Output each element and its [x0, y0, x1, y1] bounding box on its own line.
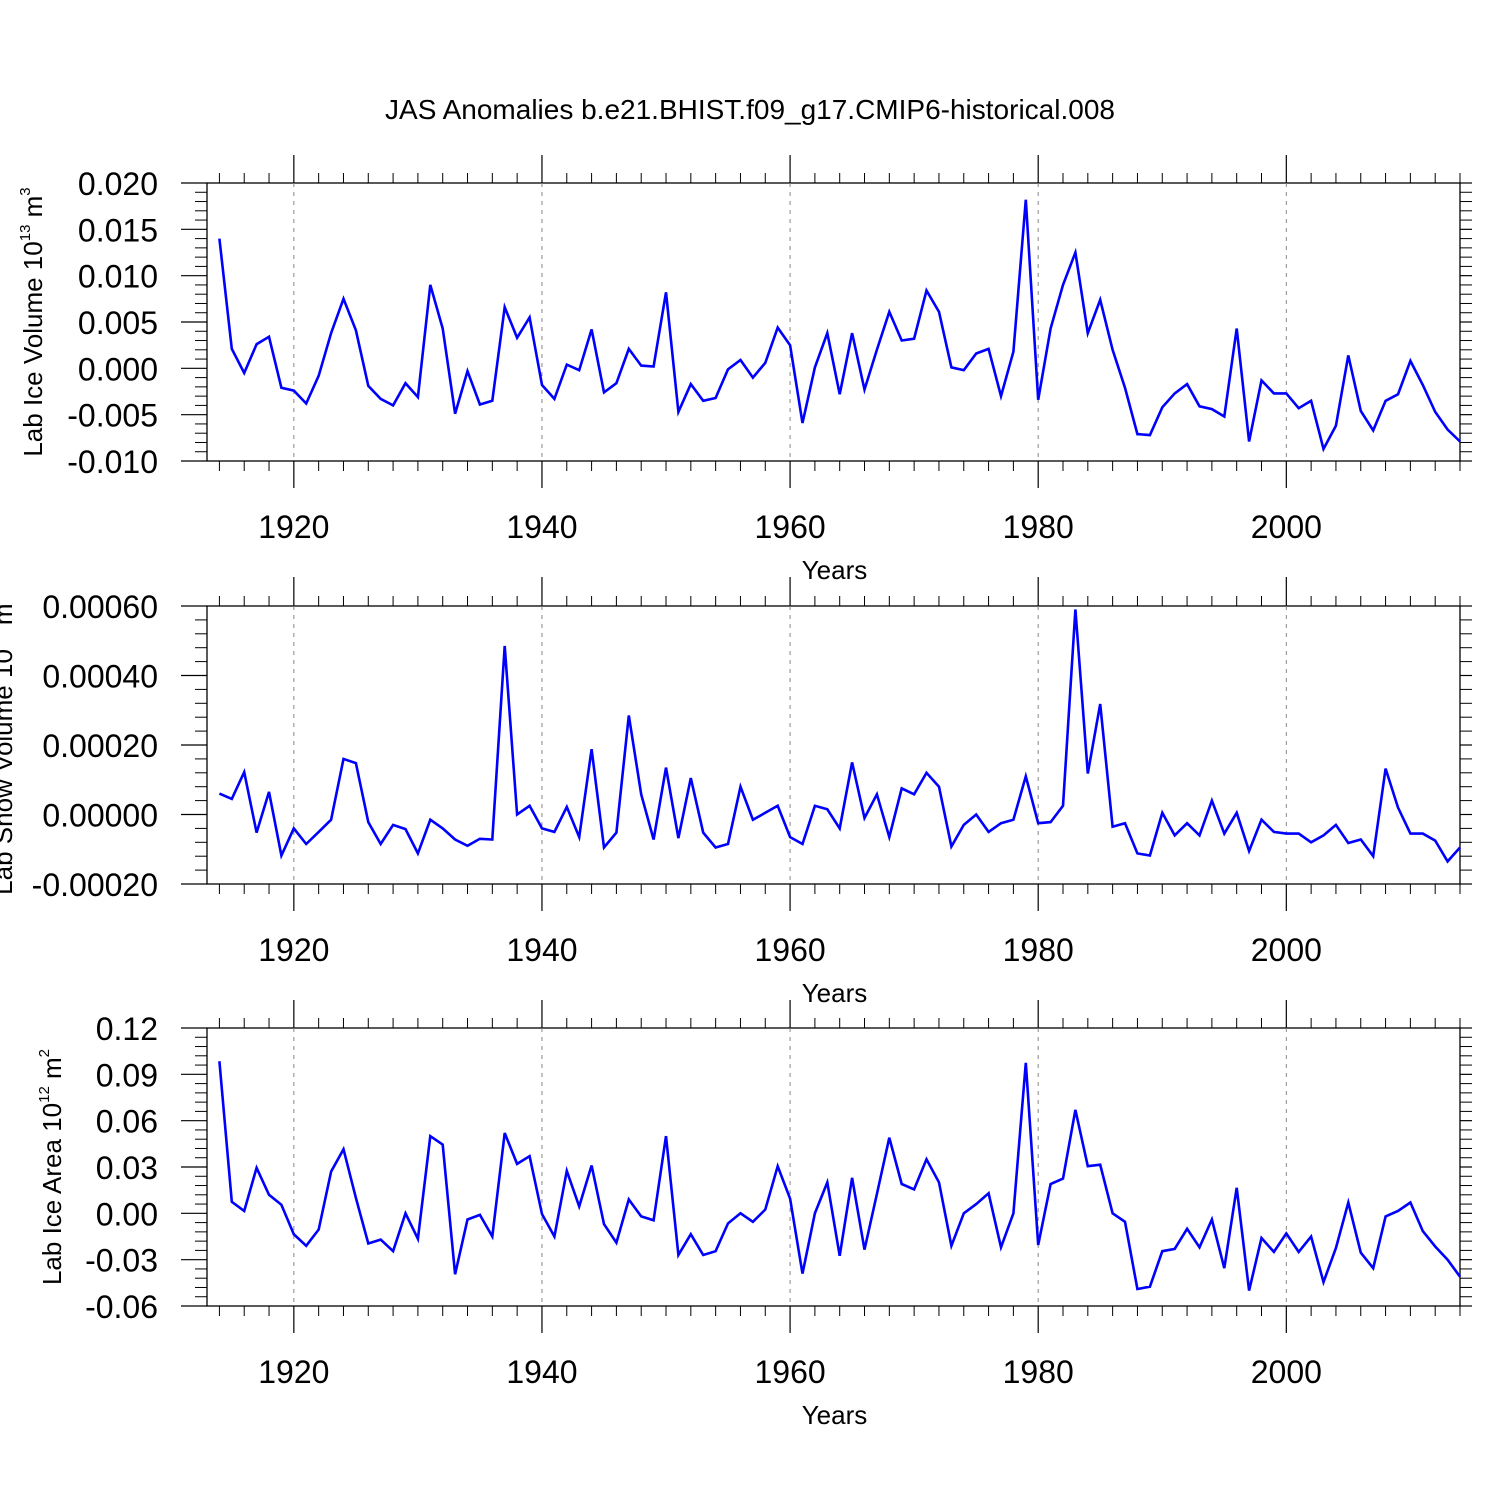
y-axis-title-unit-exponent: 2	[36, 1049, 53, 1057]
y-axis-title: Lab Ice Volume 1013 m3	[17, 187, 48, 456]
y-tick-label: 0.06	[96, 1104, 158, 1140]
y-axis-title: Lab Ice Area 1012 m2	[36, 1049, 67, 1285]
y-tick-label: 0.09	[96, 1057, 158, 1093]
x-tick-label: 2000	[1251, 1354, 1322, 1390]
y-axis-title-exponent: 12	[36, 1086, 53, 1103]
y-axis-title-main: Lab Ice Area 10	[37, 1103, 67, 1285]
x-tick-label: 1980	[1003, 509, 1074, 545]
y-tick-label: -0.00020	[32, 867, 158, 903]
y-tick-label: 0.00020	[42, 728, 158, 764]
y-tick-label: 0.005	[78, 305, 158, 341]
series-line	[218, 199, 1461, 453]
y-axis-title-unit-exponent: 3	[17, 187, 34, 195]
y-tick-label: -0.03	[85, 1243, 158, 1279]
panels: 1920 1940 1960 1980 2000 Years 0.020 0.015 0.010…	[0, 155, 1472, 1430]
y-tick-label: 0.03	[96, 1150, 158, 1186]
x-tick-label: 1940	[506, 932, 577, 968]
x-tick-label: 1920	[258, 509, 329, 545]
series-line	[218, 609, 1461, 864]
x-tick-label: 2000	[1251, 509, 1322, 545]
x-axis-title: Years	[802, 978, 868, 1008]
y-axis-title-exponent: 13	[0, 632, 4, 649]
x-tick-label: 1960	[754, 509, 825, 545]
x-tick-label: 1940	[506, 509, 577, 545]
y-axis-title: Lab Snow Volume 1013 m3	[0, 595, 18, 895]
y-tick-label: 0.015	[78, 212, 158, 248]
x-tick-label: 1980	[1003, 1354, 1074, 1390]
series-line	[218, 1061, 1462, 1291]
panel-2: 1920 1940 1960 1980 2000 Years 0.00060 0.00040 0…	[0, 577, 1472, 1008]
y-axis-title-main: Lab Snow Volume 10	[0, 649, 18, 895]
x-tick-label: 1940	[506, 1354, 577, 1390]
y-axis-title-exponent: 13	[17, 225, 34, 242]
x-tick-label: 1920	[258, 1354, 329, 1390]
y-tick-label: -0.005	[67, 398, 158, 434]
x-tick-label: 1980	[1003, 932, 1074, 968]
x-tick-label: 1960	[754, 1354, 825, 1390]
y-tick-label: 0.010	[78, 259, 158, 295]
y-axis-title-unit: m	[18, 196, 48, 225]
panel-1: 1920 1940 1960 1980 2000 Years 0.020 0.015 0.010…	[17, 155, 1472, 585]
y-axis-title-unit: m	[0, 604, 18, 633]
x-tick-label: 2000	[1251, 932, 1322, 968]
x-axis-title: Years	[802, 555, 868, 585]
plot-frame	[206, 1027, 1461, 1307]
plot-frame	[206, 182, 1461, 462]
y-tick-label: 0.00000	[42, 798, 158, 834]
y-tick-label: 0.00	[96, 1196, 158, 1232]
y-tick-label: -0.010	[67, 444, 158, 480]
x-tick-label: 1960	[754, 932, 825, 968]
y-tick-label: 0.000	[78, 351, 158, 387]
x-axis-title: Years	[802, 1400, 868, 1430]
y-tick-label: 0.12	[96, 1011, 158, 1047]
y-tick-label: -0.06	[85, 1289, 158, 1325]
y-axis-title-unit: m	[37, 1057, 67, 1086]
y-tick-label: 0.00040	[42, 659, 158, 695]
y-axis-title-unit-exponent: 3	[0, 595, 4, 603]
panel-3: 1920 1940 1960 1980 2000 Years 0.12 0.09 0.06 0.0…	[36, 1000, 1472, 1430]
x-tick-label: 1920	[258, 932, 329, 968]
y-tick-label: 0.00060	[42, 589, 158, 625]
y-tick-label: 0.020	[78, 166, 158, 202]
y-axis-title-main: Lab Ice Volume 10	[18, 241, 48, 456]
chart-title: JAS Anomalies b.e21.BHIST.f09_g17.CMIP6-…	[385, 94, 1115, 125]
plot-frame	[206, 605, 1461, 885]
